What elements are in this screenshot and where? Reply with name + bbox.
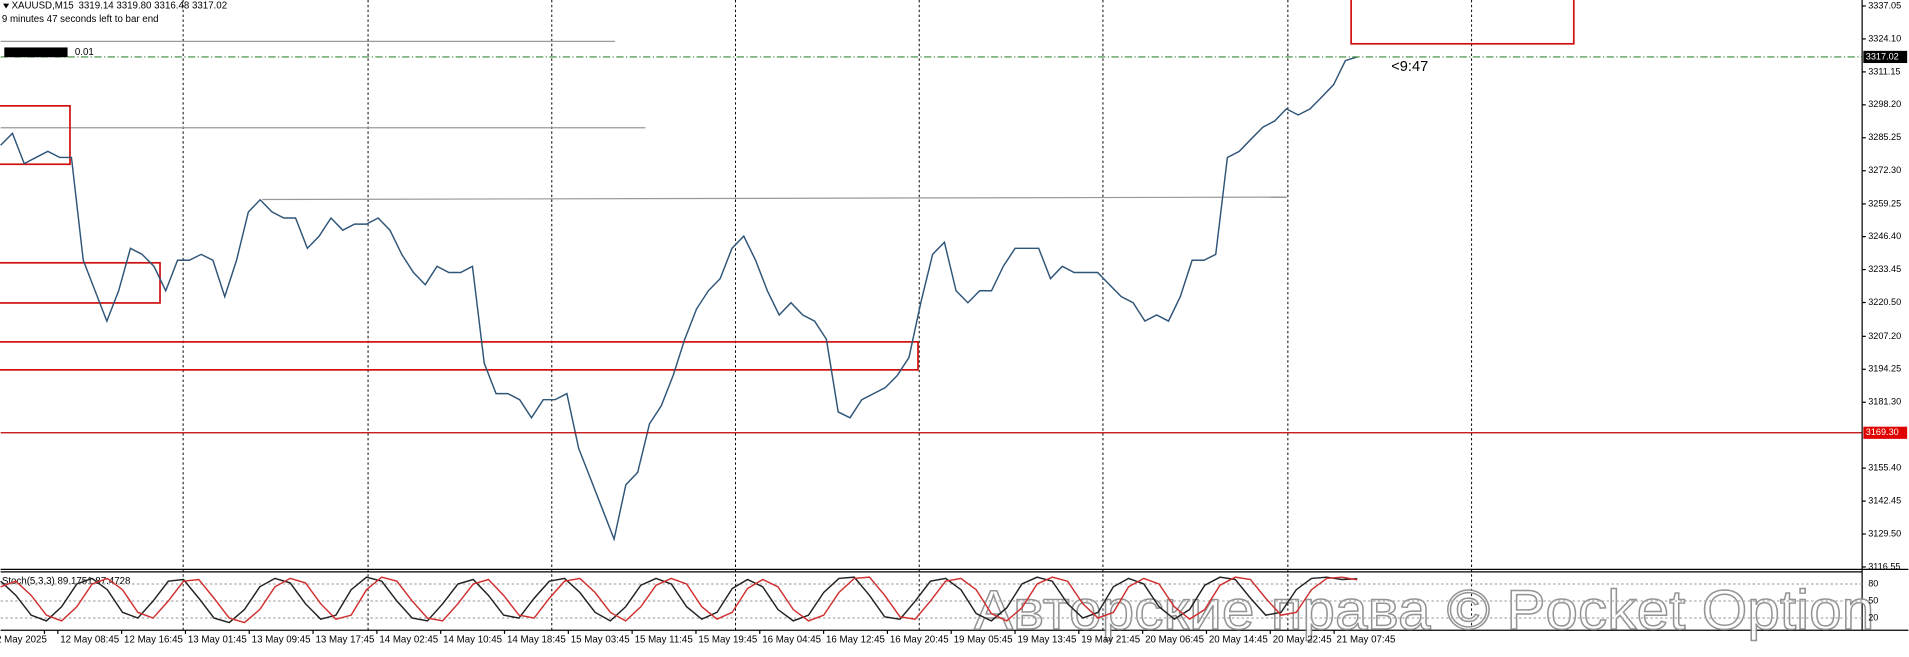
y-tick-label: 3233.45 <box>1868 264 1901 274</box>
x-tick-label: 12 May 08:45 <box>60 635 119 646</box>
collapse-icon[interactable] <box>3 3 10 9</box>
y-tick-label: 3311.15 <box>1868 66 1900 76</box>
x-tick-label: 13 May 09:45 <box>252 635 311 646</box>
watermark: Авторские права © Pocket Option <box>974 578 1874 641</box>
x-tick-label: 20 May 14:45 <box>1209 635 1268 646</box>
y-tick-label: 3142.45 <box>1868 495 1901 505</box>
y-tick-label: 3220.50 <box>1868 297 1901 307</box>
x-tick-label: 16 May 12:45 <box>826 635 885 646</box>
zones <box>0 0 1575 371</box>
price-label-box <box>1863 50 1908 64</box>
price-line <box>0 56 1358 542</box>
zone <box>1350 0 1575 45</box>
redaction <box>4 47 68 58</box>
x-tick-label: 19 May 13:45 <box>1017 635 1076 646</box>
x-tick-label: 13 May 17:45 <box>316 635 375 646</box>
price-line <box>0 576 1358 624</box>
x-tick-label: 16 May 20:45 <box>890 635 949 646</box>
y-tick-label: 50 <box>1868 595 1878 605</box>
y-tick-label: 3337.05 <box>1868 0 1901 10</box>
x-tick-label: 21 May 07:45 <box>1337 635 1396 646</box>
y-tick-label: 80 <box>1868 578 1878 588</box>
x-tick-label: 20 May 06:45 <box>1145 635 1204 646</box>
x-tick-label: 14 May 10:45 <box>443 635 502 646</box>
indicator-title: Stoch(5,3,3) 89.1751 87.4728 <box>2 576 131 587</box>
y-tick-label: 3259.25 <box>1868 198 1901 208</box>
x-tick-label: 19 May 05:45 <box>954 635 1013 646</box>
y-tick-label: 3129.50 <box>1868 528 1901 538</box>
y-tick-label: 3207.20 <box>1868 331 1901 341</box>
zone <box>0 261 161 304</box>
y-tick-label: 3324.10 <box>1868 33 1901 43</box>
y-tick-label: 20 <box>1868 612 1878 622</box>
x-tick-label: 14 May 02:45 <box>379 635 438 646</box>
y-tick-label: 3285.25 <box>1868 132 1901 142</box>
zone <box>0 341 919 371</box>
price-label-box <box>1863 426 1908 439</box>
trend-line <box>262 196 1287 201</box>
ohlc: 3319.14 3319.80 3316.48 3317.02 <box>79 1 228 12</box>
y-tick-label: 3298.20 <box>1868 99 1901 109</box>
bar-timer: <9:47 <box>1391 59 1428 75</box>
x-tick-label: 15 May 03:45 <box>571 635 630 646</box>
price-label: 3169.30 <box>1866 427 1899 437</box>
x-tick-label: 19 May 21:45 <box>1081 635 1140 646</box>
x-tick-label: 13 May 01:45 <box>188 635 247 646</box>
zone <box>0 104 71 166</box>
countdown: 9 minutes 47 seconds left to bar end <box>2 14 159 25</box>
x-tick-label: 14 May 18:45 <box>507 635 566 646</box>
price-label: 3317.02 <box>1866 51 1899 61</box>
x-tick-label: 20 May 22:45 <box>1273 635 1332 646</box>
x-tick-label: 12 May 16:45 <box>124 635 183 646</box>
x-tick-label: 16 May 04:45 <box>762 635 821 646</box>
y-tick-label: 3246.40 <box>1868 231 1901 241</box>
lot: 0.01 <box>75 47 94 58</box>
y-tick-label: 3272.30 <box>1868 165 1901 175</box>
price-line <box>0 576 1358 624</box>
plot <box>0 56 1863 542</box>
y-tick-label: 3194.25 <box>1868 364 1901 374</box>
x-tick-label: 15 May 11:45 <box>635 635 693 646</box>
drawings <box>0 40 1287 201</box>
x-tick-label: 15 May 19:45 <box>698 635 757 646</box>
y-tick-label: 3181.30 <box>1868 397 1901 407</box>
y-tick-label: 3155.40 <box>1868 463 1901 473</box>
symbol: XAUUSD,M15 <box>12 1 74 12</box>
y-tick-label: 3116.55 <box>1868 561 1900 571</box>
x-tick-label: 12 May 2025 <box>0 635 47 646</box>
